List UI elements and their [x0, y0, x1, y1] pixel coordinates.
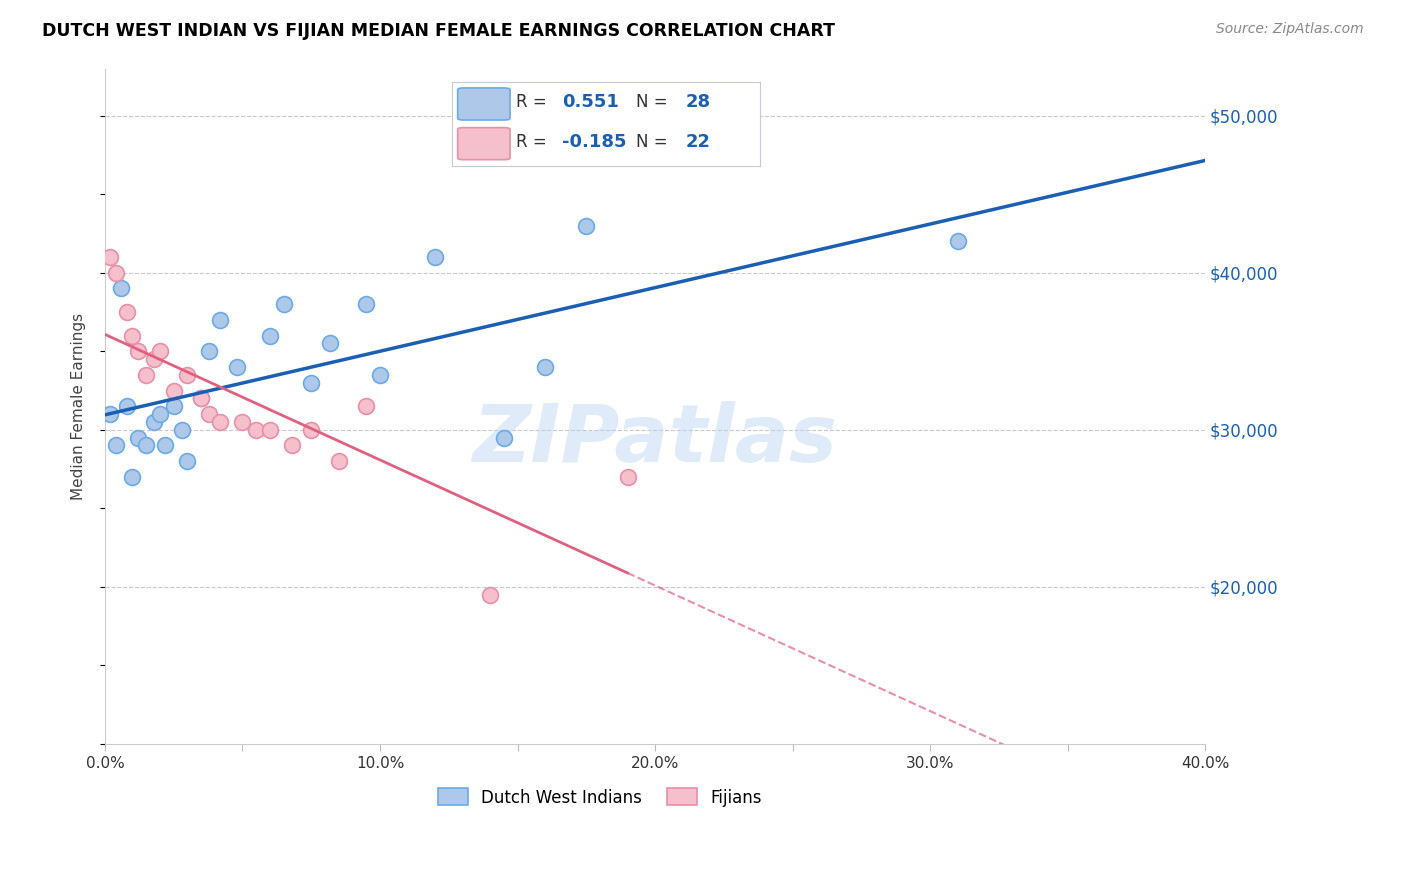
Point	[281, 438, 304, 452]
Point	[149, 407, 172, 421]
Point	[575, 219, 598, 233]
Point	[273, 297, 295, 311]
Point	[209, 415, 232, 429]
Point	[170, 423, 193, 437]
Point	[115, 399, 138, 413]
Text: ZIPatlas: ZIPatlas	[472, 401, 838, 479]
Point	[319, 336, 342, 351]
Point	[143, 352, 166, 367]
Point	[135, 438, 157, 452]
Point	[534, 359, 557, 374]
Point	[946, 235, 969, 249]
Point	[616, 470, 638, 484]
Text: DUTCH WEST INDIAN VS FIJIAN MEDIAN FEMALE EARNINGS CORRELATION CHART: DUTCH WEST INDIAN VS FIJIAN MEDIAN FEMAL…	[42, 22, 835, 40]
Point	[127, 344, 149, 359]
Point	[492, 431, 515, 445]
Point	[231, 415, 253, 429]
Point	[299, 376, 322, 390]
Point	[104, 438, 127, 452]
Point	[354, 297, 377, 311]
Point	[299, 423, 322, 437]
Point	[259, 423, 281, 437]
Point	[127, 431, 149, 445]
Point	[143, 415, 166, 429]
Point	[176, 368, 198, 382]
Y-axis label: Median Female Earnings: Median Female Earnings	[72, 313, 86, 500]
Point	[121, 328, 143, 343]
Point	[163, 384, 186, 398]
Point	[423, 250, 446, 264]
Point	[104, 266, 127, 280]
Point	[115, 305, 138, 319]
Point	[259, 328, 281, 343]
Point	[155, 438, 177, 452]
Point	[328, 454, 350, 468]
Legend: Dutch West Indians, Fijians: Dutch West Indians, Fijians	[432, 781, 769, 814]
Point	[100, 407, 122, 421]
Text: Source: ZipAtlas.com: Source: ZipAtlas.com	[1216, 22, 1364, 37]
Point	[190, 392, 212, 406]
Point	[198, 344, 221, 359]
Point	[100, 250, 122, 264]
Point	[149, 344, 172, 359]
Point	[176, 454, 198, 468]
Point	[245, 423, 267, 437]
Point	[209, 313, 232, 327]
Point	[198, 407, 221, 421]
Point	[110, 281, 132, 295]
Point	[121, 470, 143, 484]
Point	[479, 588, 502, 602]
Point	[226, 359, 249, 374]
Point	[354, 399, 377, 413]
Point	[163, 399, 186, 413]
Point	[190, 392, 212, 406]
Point	[368, 368, 391, 382]
Point	[135, 368, 157, 382]
